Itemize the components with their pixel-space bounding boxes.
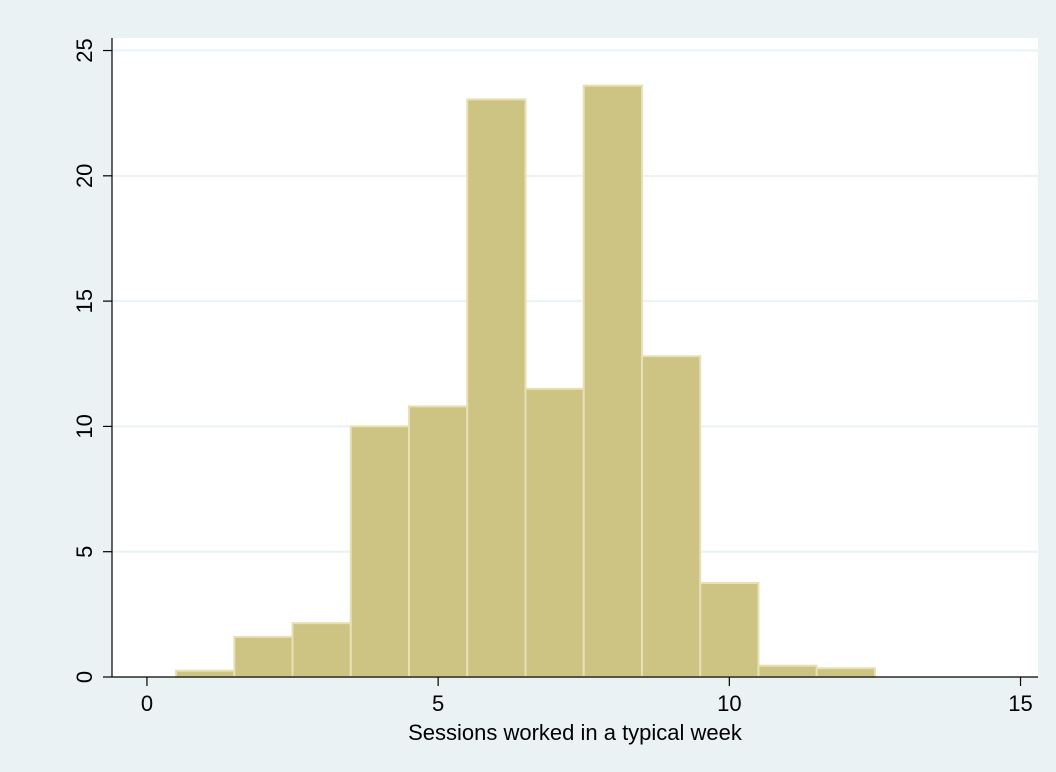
histogram-bar-5 [466, 98, 527, 679]
histogram-bar-9 [699, 582, 760, 679]
histogram-bar-11 [815, 667, 876, 679]
x-axis-title: Sessions worked in a typical week [408, 720, 743, 745]
y-tick-label-0: 0 [72, 671, 97, 683]
histogram-bar-3 [349, 425, 411, 679]
x-tick-label-3: 15 [1008, 691, 1032, 716]
histogram-bars [175, 84, 876, 679]
x-tick-label-0: 0 [141, 691, 153, 716]
histogram-bar-0 [175, 669, 236, 678]
y-tick-label-2: 10 [72, 414, 97, 438]
x-tick-label-1: 5 [432, 691, 444, 716]
x-tick-label-2: 10 [717, 691, 741, 716]
histogram-bar-2 [291, 622, 352, 679]
y-tick-label-3: 15 [72, 289, 97, 313]
histogram-bar-10 [757, 664, 818, 678]
histogram-bar-6 [524, 387, 585, 678]
histogram-bar-4 [408, 405, 469, 678]
histogram-bar-1 [233, 635, 294, 678]
y-tick-label-5: 25 [72, 38, 97, 62]
y-tick-label-1: 5 [72, 546, 97, 558]
histogram-bar-7 [582, 84, 643, 679]
y-tick-label-4: 20 [72, 164, 97, 188]
histogram-bar-8 [640, 355, 702, 678]
y-axis-ticks: 0 5 10 15 20 25 [72, 38, 112, 683]
x-axis-ticks: 0 5 10 15 [141, 677, 1033, 716]
